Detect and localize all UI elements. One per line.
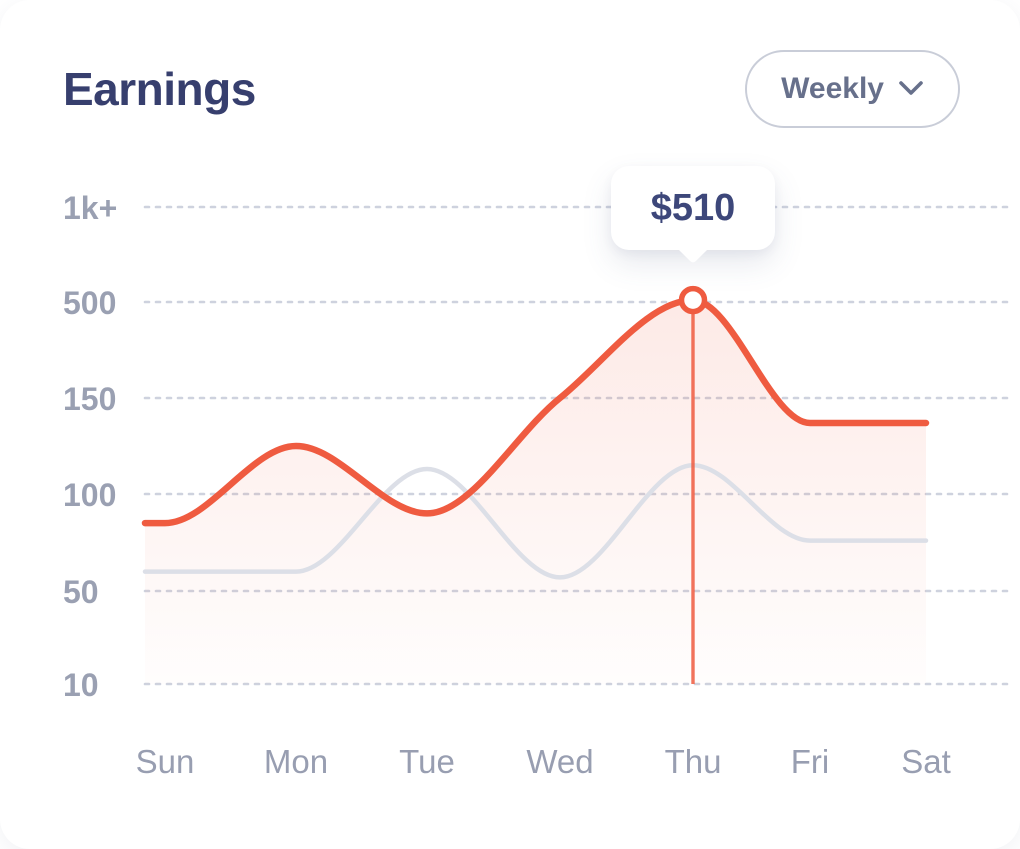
x-axis-label-tue: Tue [399, 743, 455, 780]
range-selector-button[interactable]: Weekly [745, 50, 960, 128]
y-axis-label: 1k+ [63, 190, 118, 226]
tooltip-value: $510 [650, 186, 736, 229]
series-lines [141, 296, 930, 684]
highlight-marker-group [678, 285, 708, 684]
x-axis-label-sun: Sun [135, 743, 195, 780]
earnings-area-fill [145, 300, 926, 684]
y-axis-label: 10 [63, 667, 99, 703]
range-selector-label: Weekly [781, 72, 884, 105]
y-axis-label: 500 [63, 285, 117, 321]
x-axis-label-sat: Sat [901, 743, 951, 780]
card-header: Earnings Weekly [63, 50, 960, 128]
y-axis-label: 100 [63, 477, 117, 513]
x-axis-label-thu: Thu [664, 743, 722, 780]
chevron-down-icon [898, 80, 924, 99]
earnings-line[interactable] [141, 296, 930, 527]
y-axis-label: 50 [63, 574, 99, 610]
y-axis-label: 150 [63, 381, 117, 417]
page-title: Earnings [63, 62, 256, 115]
highlight-point-marker[interactable] [678, 285, 708, 315]
previous-period-line[interactable] [142, 462, 929, 580]
x-axis-label-fri: Fri [790, 743, 830, 780]
x-axis-label-wed: Wed [526, 743, 594, 780]
x-axis-label-mon: Mon [263, 743, 329, 780]
tooltip: $510 [611, 166, 775, 250]
